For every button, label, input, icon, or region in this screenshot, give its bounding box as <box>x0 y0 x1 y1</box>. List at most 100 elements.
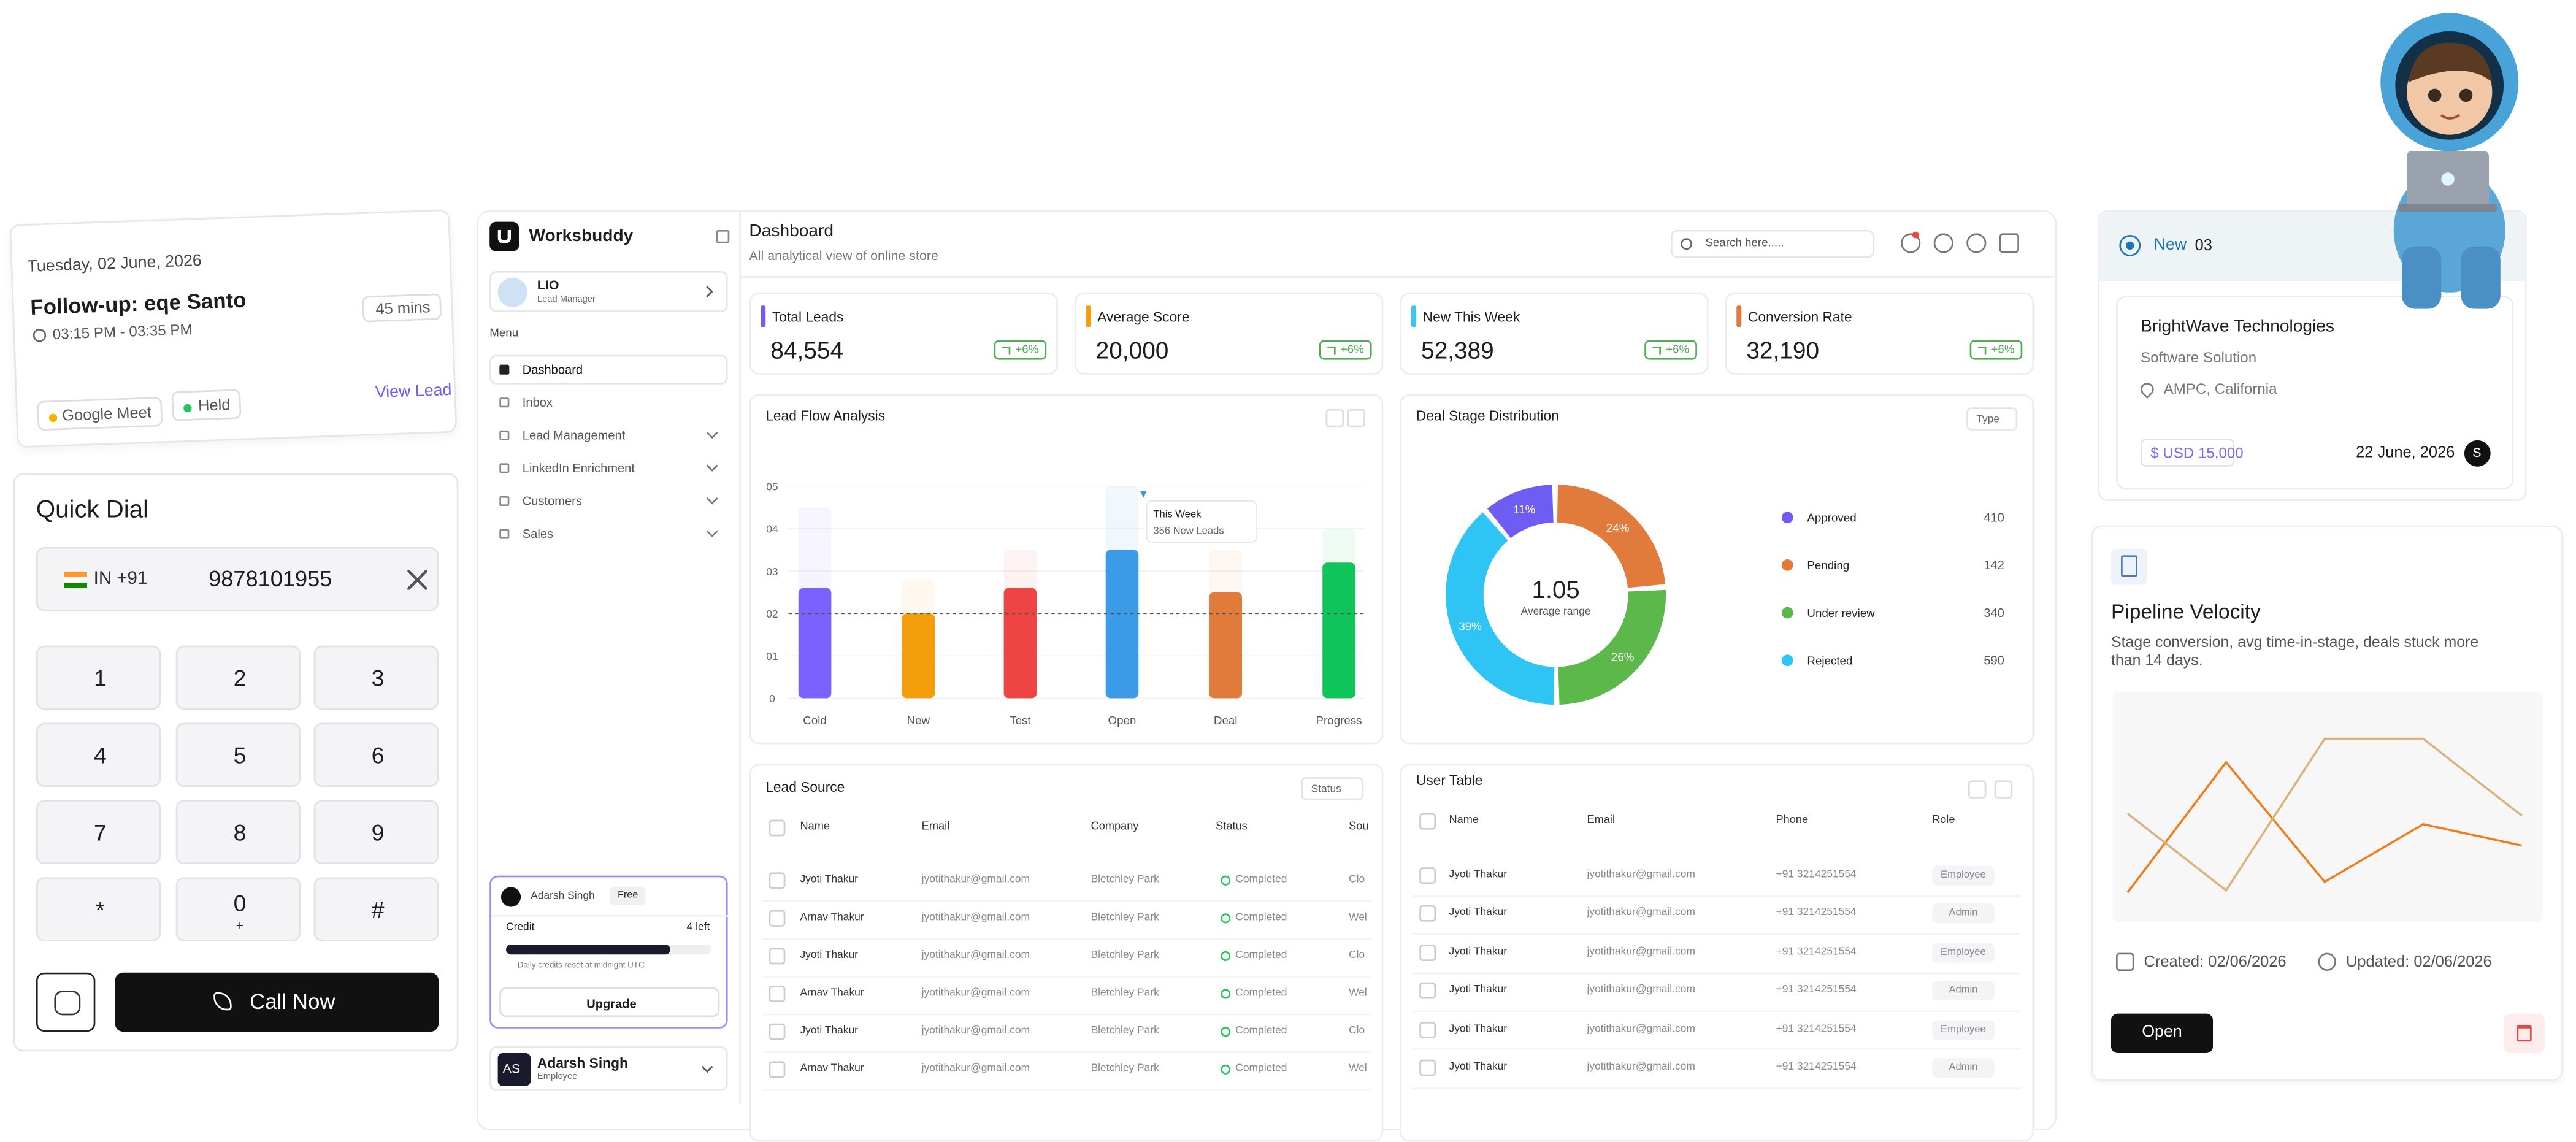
assistant-button[interactable] <box>36 972 96 1032</box>
collapse-icon[interactable] <box>716 229 730 243</box>
cell: Jyoti Thakur <box>1449 984 1508 996</box>
role-badge: Admin <box>1931 1057 1995 1078</box>
checkbox[interactable] <box>769 1023 786 1040</box>
dial-key[interactable]: # <box>313 877 439 941</box>
table-action[interactable] <box>1968 780 1987 799</box>
key-label: * <box>96 896 105 923</box>
column-header: Phone <box>1776 814 1809 827</box>
checkbox[interactable] <box>1419 983 1436 1000</box>
cell: Bletchley Park <box>1091 874 1159 886</box>
menu-item[interactable]: LinkedIn Enrichment <box>522 461 635 476</box>
pipeline-card: Pipeline Velocity Stage conversion, avg t… <box>2091 526 2563 1081</box>
call-button[interactable]: Call Now <box>115 972 439 1032</box>
cell: +91 3214251554 <box>1776 1022 1857 1035</box>
menu-item[interactable]: Inbox <box>522 395 553 410</box>
cell: Bletchley Park <box>1091 1025 1159 1037</box>
header-icon[interactable] <box>1901 233 1921 253</box>
header-icon[interactable] <box>1933 233 1953 253</box>
header-icon[interactable] <box>1966 233 1987 253</box>
cell: +91 3214251554 <box>1776 869 1857 881</box>
cell: +91 3214251554 <box>1776 946 1857 958</box>
table-action[interactable] <box>1994 780 2013 799</box>
menu-item[interactable]: Dashboard <box>522 362 583 377</box>
chart-action[interactable] <box>1347 408 1365 427</box>
key-label: 3 <box>371 664 385 691</box>
upgrade-button[interactable]: Upgrade <box>499 987 720 1017</box>
menu-icon <box>499 397 510 408</box>
checkbox[interactable] <box>1419 1021 1436 1038</box>
cell: jyotithakur@gmail.com <box>1587 907 1695 919</box>
checkbox[interactable] <box>769 910 786 927</box>
dial-key[interactable]: 6 <box>313 722 439 788</box>
checkbox[interactable] <box>769 819 786 837</box>
open-label[interactable]: Open <box>2142 1023 2182 1042</box>
checkbox[interactable] <box>1419 1059 1436 1076</box>
cell: Bletchley Park <box>1091 1063 1159 1075</box>
country-code[interactable]: IN +91 <box>93 569 148 589</box>
change: +6% <box>1340 344 1364 356</box>
deal-card[interactable]: BrightWave Technologies Software Solution… <box>2115 296 2514 490</box>
account-card[interactable]: AS Adarsh Singh Employee <box>489 1046 728 1091</box>
dial-key[interactable]: 4 <box>36 722 161 788</box>
checkbox[interactable] <box>1419 813 1436 830</box>
visor <box>2395 31 2504 140</box>
deal-stage-card <box>1400 394 2034 745</box>
menu-item[interactable]: Lead Management <box>522 427 626 443</box>
dial-key[interactable]: 2 <box>175 645 301 710</box>
search-box[interactable]: Search here..... <box>1671 229 1875 258</box>
dial-key[interactable]: * <box>36 877 161 941</box>
role: Admin <box>1949 908 1978 920</box>
radio[interactable] <box>2119 235 2141 256</box>
user-card[interactable]: LIO Lead Manager <box>489 270 728 312</box>
dial-key[interactable]: 3 <box>313 645 439 710</box>
stat-value: 32,190 <box>1746 339 1820 366</box>
clear-icon[interactable] <box>407 570 427 590</box>
chart-title: Deal Stage Distribution <box>1416 407 1559 424</box>
eye <box>2459 88 2473 102</box>
quick-dial-card: Quick Dial IN +91 9878101955 1 2 3 4 5 6 7 8 9 * 0 + # C… <box>13 473 459 1052</box>
view-lead-link[interactable]: View Lead <box>375 381 452 403</box>
checkbox[interactable] <box>1419 867 1436 884</box>
dial-key[interactable]: 0 + <box>175 877 301 941</box>
dial-key[interactable]: 7 <box>36 800 161 864</box>
menu-item[interactable]: Customers <box>522 493 582 509</box>
sidebar-divider <box>739 212 742 1104</box>
search-placeholder: Search here..... <box>1705 237 1784 250</box>
phone-input[interactable]: IN +91 9878101955 <box>36 546 439 611</box>
role: Admin <box>1949 1062 1978 1073</box>
column-header: Email <box>921 821 950 833</box>
stat-card: Average Score 20,000 +6% <box>1074 292 1384 375</box>
checkbox[interactable] <box>769 1061 786 1078</box>
search-icon <box>1681 238 1692 250</box>
dial-key[interactable]: 5 <box>175 722 301 788</box>
page-title: Dashboard <box>749 221 834 241</box>
dial-key[interactable]: 8 <box>175 800 301 864</box>
cell: Jyoti Thakur <box>1449 1061 1508 1073</box>
cell: Arnav Thakur <box>800 911 864 924</box>
helmet <box>2380 13 2519 151</box>
clock-icon <box>33 328 47 342</box>
dial-key[interactable]: 9 <box>313 800 439 864</box>
open-button[interactable]: Open <box>2110 1013 2214 1053</box>
call-label[interactable]: Call Now <box>250 989 335 1014</box>
checkbox[interactable] <box>1419 944 1436 961</box>
checkbox[interactable] <box>769 986 786 1002</box>
checkbox[interactable] <box>769 948 786 965</box>
upgrade-label[interactable]: Upgrade <box>586 996 637 1011</box>
checkbox[interactable] <box>1419 905 1436 922</box>
menu-item[interactable]: Sales <box>522 526 554 542</box>
dial-key[interactable]: 1 <box>36 645 161 710</box>
filter-dropdown[interactable]: Status <box>1301 776 1364 800</box>
page-subtitle: All analytical view of online store <box>749 248 938 264</box>
filter-dropdown[interactable]: Type <box>1966 407 2018 431</box>
stat-value: 52,389 <box>1420 339 1494 366</box>
plan-badge: Free <box>609 887 646 905</box>
header-icon[interactable] <box>1999 233 2019 253</box>
delete-button[interactable] <box>2504 1013 2545 1053</box>
checkbox[interactable] <box>769 872 786 889</box>
chart-action[interactable] <box>1325 408 1344 427</box>
status-icon <box>1221 951 1231 961</box>
cell: Jyoti Thakur <box>1449 1022 1508 1035</box>
date: 22 June, 2026 <box>2356 444 2455 462</box>
stat-value: 20,000 <box>1095 339 1169 366</box>
